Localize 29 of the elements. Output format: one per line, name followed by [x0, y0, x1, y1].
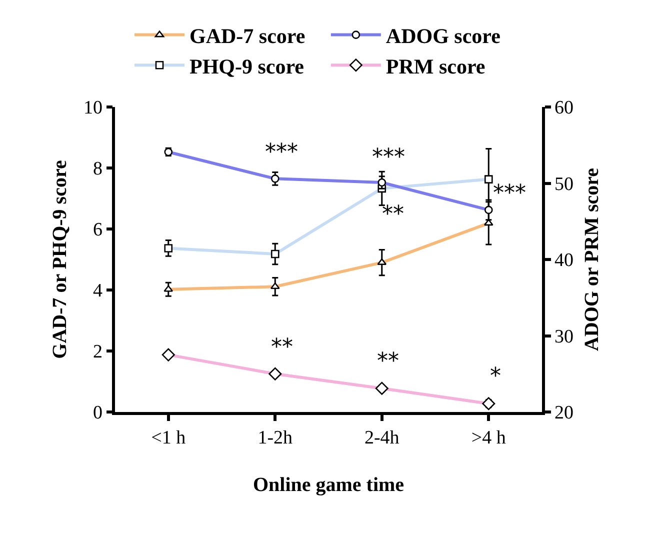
x-tick-label: >4 h	[471, 428, 506, 449]
y2-tick-label: 20	[554, 402, 574, 424]
x-axis-title: Online game time	[252, 474, 404, 496]
annotation: **	[271, 335, 293, 360]
y-tick-label: 10	[83, 98, 102, 119]
y-tick-label: 2	[92, 342, 102, 363]
y2-axis-title: ADOG or PRM score	[581, 168, 604, 352]
annotation: **	[377, 349, 399, 374]
y-tick-label: 8	[92, 158, 102, 180]
x-tick-label: 1-2h	[258, 428, 294, 449]
y-tick-label: 4	[92, 280, 103, 302]
x-tick-label: 2-4h	[364, 428, 400, 449]
legend-label: PRM score	[386, 54, 486, 78]
y2-tick-label: 40	[554, 250, 574, 272]
y2-tick-label: 30	[554, 326, 574, 348]
annotation: ***	[372, 145, 405, 170]
annotation: **	[382, 202, 404, 227]
annotation: ***	[493, 181, 526, 206]
legend-label: ADOG score	[386, 24, 500, 48]
annotation: *	[490, 364, 501, 389]
x-tick-label: <1 h	[151, 428, 186, 449]
y2-tick-label: 60	[554, 98, 574, 119]
y2-tick-label: 50	[554, 174, 574, 195]
y-axis-title: GAD-7 or PHQ-9 score	[48, 160, 71, 359]
y-tick-label: 6	[92, 220, 102, 241]
legend-label: PHQ-9 score	[190, 54, 304, 78]
legend-label: GAD-7 score	[190, 24, 306, 48]
annotation: ***	[265, 140, 298, 165]
y-tick-label: 0	[92, 402, 102, 424]
